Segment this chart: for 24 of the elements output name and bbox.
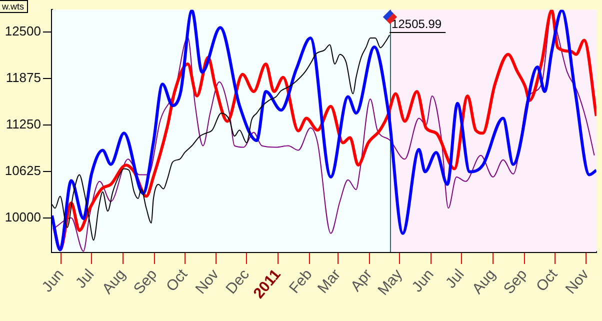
x-tick-label: May <box>374 266 406 299</box>
x-tick-label: Apr <box>347 266 376 295</box>
x-tick-label: Nov <box>192 266 223 298</box>
x-tick-label: Dec <box>222 266 254 298</box>
x-tick-label: Jul <box>442 266 468 292</box>
y-tick-label: 12500 <box>4 24 41 39</box>
x-tick-label: Mar <box>314 266 344 297</box>
x-tick-label: Sep <box>130 266 161 298</box>
x-tick-label: Oct <box>163 265 192 295</box>
x-tick-label: Feb <box>286 266 316 297</box>
x-tick-label: Aug <box>469 266 500 298</box>
x-tick-label: Jun <box>38 266 68 296</box>
text: w.wts <box>1 1 25 12</box>
x-tick-label: Aug <box>99 266 130 298</box>
x-tick-label: Nov <box>562 266 593 298</box>
x-tick-label: Jun <box>408 266 438 296</box>
annotation: 12505.99 <box>392 16 442 31</box>
y-tick-label: 11250 <box>6 116 41 132</box>
x-tick-label: Jul <box>72 266 98 292</box>
x-tick-label: Oct <box>532 265 562 295</box>
y-tick-label: 10625 <box>4 162 41 178</box>
y-tick-label: 11875 <box>6 70 41 86</box>
x-tick-label: Sep <box>500 266 531 298</box>
y-tick-label: 10000 <box>4 209 41 224</box>
